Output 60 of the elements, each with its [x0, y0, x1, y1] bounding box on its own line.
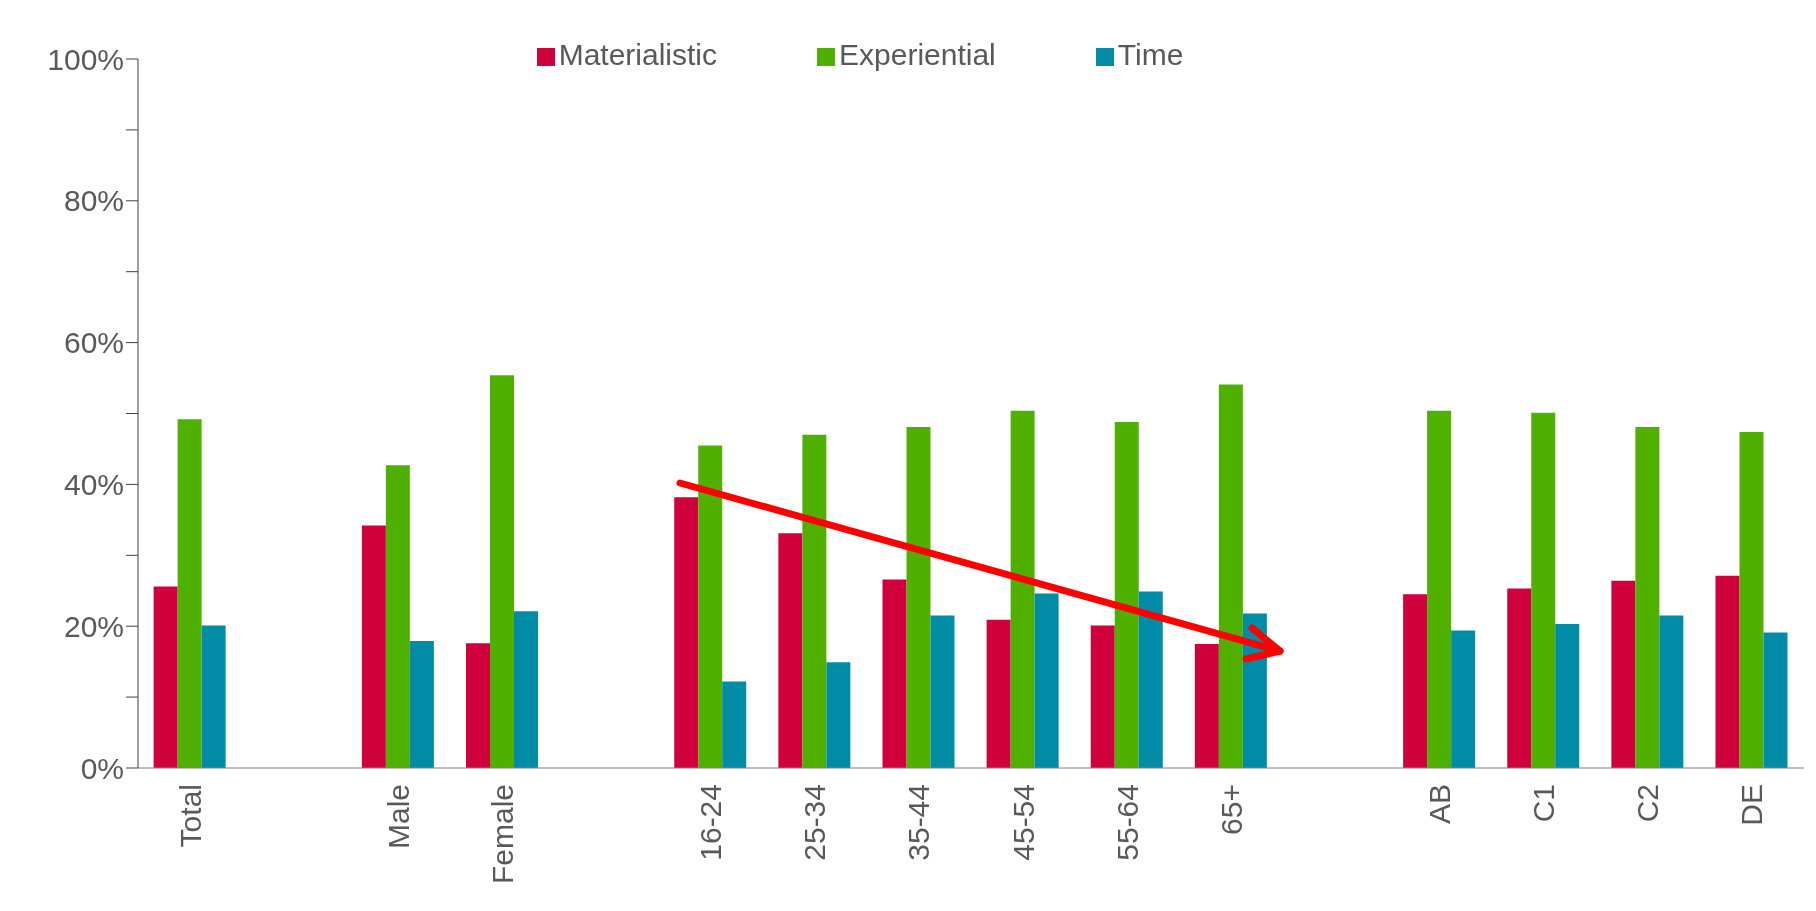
bar — [802, 434, 827, 768]
legend-label: Experiential — [839, 38, 996, 71]
bar — [1739, 431, 1764, 768]
bar — [177, 419, 202, 768]
x-tick-label: Male — [381, 784, 415, 850]
x-tick-label: 65+ — [1214, 784, 1248, 835]
bar — [1034, 593, 1059, 768]
y-tick-label: 20% — [63, 609, 124, 643]
bar — [1194, 643, 1219, 768]
bar — [1427, 410, 1452, 768]
bar — [1138, 591, 1163, 768]
bar — [906, 426, 931, 768]
bar — [1715, 575, 1740, 768]
x-tick-label: C1 — [1527, 784, 1561, 823]
bar — [1531, 412, 1556, 768]
y-tick-label: 100% — [47, 42, 124, 76]
bar — [1763, 632, 1788, 768]
bar — [698, 445, 723, 768]
bar — [1090, 625, 1115, 768]
x-tick-label: DE — [1735, 784, 1769, 826]
x-tick-label: 16-24 — [694, 784, 728, 861]
legend-label: Time — [1117, 38, 1184, 71]
bar — [489, 375, 514, 768]
bar — [1218, 384, 1243, 768]
x-tick-label: AB — [1423, 784, 1457, 825]
bar — [1451, 630, 1476, 768]
bar — [674, 497, 699, 768]
y-tick-label: 40% — [63, 468, 124, 502]
bar — [1403, 594, 1428, 768]
bar — [1010, 410, 1035, 768]
legend-label: Materialistic — [558, 38, 718, 71]
x-tick-label: 35-44 — [902, 784, 936, 861]
y-tick-label: 60% — [63, 326, 124, 360]
bar — [930, 615, 955, 768]
bar — [1555, 624, 1580, 768]
bar — [986, 619, 1011, 768]
bar — [1611, 580, 1636, 768]
bar — [882, 579, 907, 768]
x-tick-label: C2 — [1631, 784, 1665, 823]
bar — [465, 643, 490, 768]
x-tick-label: 55-64 — [1110, 784, 1144, 861]
y-tick-label: 0% — [80, 751, 124, 785]
x-tick-label: 25-34 — [798, 784, 832, 861]
bar — [1507, 588, 1532, 768]
x-tick-label: Female — [485, 784, 519, 885]
bar — [826, 662, 851, 768]
bar — [1635, 426, 1660, 768]
bar — [201, 625, 226, 768]
x-tick-label: 45-54 — [1006, 784, 1040, 861]
x-tick-label: Total — [173, 784, 207, 848]
bar — [778, 533, 803, 768]
y-tick-label: 80% — [63, 184, 124, 218]
bar — [722, 681, 747, 768]
bar — [361, 525, 386, 768]
bar — [1114, 422, 1139, 768]
bar — [385, 465, 410, 768]
bar — [153, 586, 178, 768]
bar — [1659, 615, 1684, 768]
bar — [409, 641, 434, 768]
bar — [513, 611, 538, 768]
